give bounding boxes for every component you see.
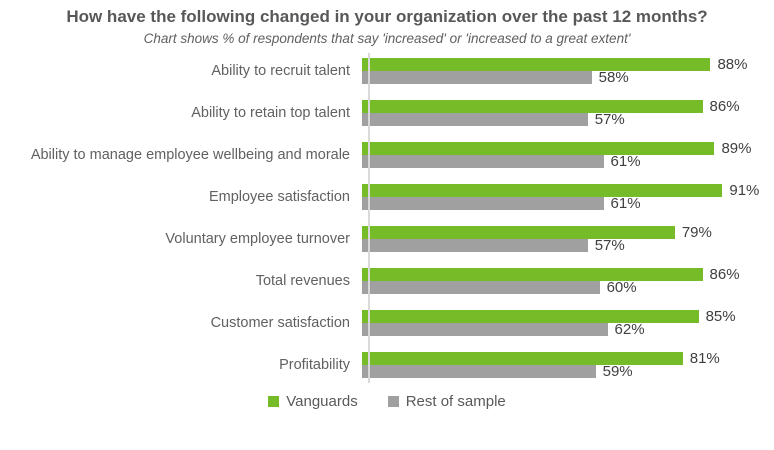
bar-value-label: 59%	[602, 363, 633, 381]
bar-group: 86% 60%	[360, 266, 774, 297]
bar-vanguards	[362, 226, 675, 240]
chart-row: Employee satisfaction 91% 61%	[0, 182, 774, 213]
bar-value-label: 86%	[709, 266, 740, 284]
category-label: Voluntary employee turnover	[165, 231, 350, 248]
bar-line: 57%	[362, 111, 774, 129]
bar-line: 91%	[362, 182, 774, 200]
bar-value-label: 61%	[610, 153, 641, 171]
bar-line: 79%	[362, 224, 774, 242]
bar-rest-of-sample	[362, 155, 604, 169]
bar-value-label: 81%	[689, 350, 720, 368]
legend: Vanguards Rest of sample	[0, 393, 774, 410]
bar-rest-of-sample	[362, 113, 588, 127]
bar-rest-of-sample	[362, 281, 600, 295]
bar-rest-of-sample	[362, 71, 592, 85]
chart-row: Ability to retain top talent 86% 57%	[0, 98, 774, 129]
chart-row: Ability to manage employee wellbeing and…	[0, 140, 774, 171]
legend-label: Vanguards	[286, 393, 358, 411]
category-label: Ability to manage employee wellbeing and…	[30, 147, 350, 164]
plot-area: Ability to recruit talent 88% 58% Ability t…	[0, 53, 774, 384]
category-label: Total revenues	[255, 273, 350, 290]
legend-swatch	[387, 396, 399, 408]
category-label: Ability to retain top talent	[191, 105, 350, 122]
chart-title: How have the following changed in your o…	[66, 7, 708, 26]
bar-line: 57%	[362, 237, 774, 255]
chart-row: Ability to recruit talent 88% 58%	[0, 56, 774, 87]
bar-vanguards	[362, 142, 715, 156]
bar-value-label: 89%	[721, 140, 752, 158]
bar-line: 61%	[362, 195, 774, 213]
bar-line: 59%	[362, 363, 774, 381]
legend-swatch	[268, 396, 280, 408]
bar-value-label: 61%	[610, 195, 641, 213]
bar-line: 62%	[362, 321, 774, 339]
chart-rows: Ability to recruit talent 88% 58% Ability t…	[0, 56, 774, 381]
bar-value-label: 62%	[614, 321, 645, 339]
bar-group: 85% 62%	[360, 308, 774, 339]
bar-line: 58%	[362, 69, 774, 87]
bar-value-label: 57%	[594, 237, 625, 255]
category-label: Ability to recruit talent	[211, 63, 350, 80]
chart-row: Voluntary employee turnover 79% 57%	[0, 224, 774, 255]
bar-group: 79% 57%	[360, 224, 774, 255]
y-axis-line	[368, 53, 370, 384]
bar-value-label: 58%	[598, 69, 629, 87]
bar-group: 86% 57%	[360, 98, 774, 129]
bar-vanguards	[362, 352, 683, 366]
bar-rest-of-sample	[362, 197, 604, 211]
bar-vanguards	[362, 58, 711, 72]
bar-line: 81%	[362, 350, 774, 368]
chart-row: Profitability 81% 59%	[0, 350, 774, 381]
chart-row: Customer satisfaction 85% 62%	[0, 308, 774, 339]
category-label: Employee satisfaction	[208, 189, 350, 206]
bar-group: 81% 59%	[360, 350, 774, 381]
bar-group: 88% 58%	[360, 56, 774, 87]
bar-line: 86%	[362, 98, 774, 116]
bar-line: 86%	[362, 266, 774, 284]
bar-vanguards	[362, 184, 723, 198]
bar-vanguards	[362, 310, 699, 324]
bar-rest-of-sample	[362, 239, 588, 253]
chart-row: Total revenues 86% 60%	[0, 266, 774, 297]
bar-rest-of-sample	[362, 323, 608, 337]
bar-vanguards	[362, 100, 703, 114]
legend-item-rest-of-sample: Rest of sample	[387, 393, 506, 411]
bar-line: 60%	[362, 279, 774, 297]
bar-line: 61%	[362, 153, 774, 171]
bar-value-label: 60%	[606, 279, 637, 297]
bar-group: 91% 61%	[360, 182, 774, 213]
legend-label: Rest of sample	[405, 393, 506, 411]
bar-value-label: 57%	[594, 111, 625, 129]
bar-value-label: 79%	[681, 224, 712, 242]
bar-value-label: 86%	[709, 98, 740, 116]
bar-value-label: 91%	[729, 182, 760, 200]
category-label: Customer satisfaction	[210, 315, 350, 332]
bar-rest-of-sample	[362, 365, 596, 379]
bar-line: 85%	[362, 308, 774, 326]
bar-line: 88%	[362, 56, 774, 74]
bar-value-label: 85%	[705, 308, 736, 326]
legend-item-vanguards: Vanguards	[268, 393, 358, 411]
bar-vanguards	[362, 268, 703, 282]
bar-line: 89%	[362, 140, 774, 158]
bar-group: 89% 61%	[360, 140, 774, 171]
chart-subtitle: Chart shows % of respondents that say 'i…	[143, 31, 631, 47]
category-label: Profitability	[279, 357, 350, 374]
bar-value-label: 88%	[717, 56, 748, 74]
